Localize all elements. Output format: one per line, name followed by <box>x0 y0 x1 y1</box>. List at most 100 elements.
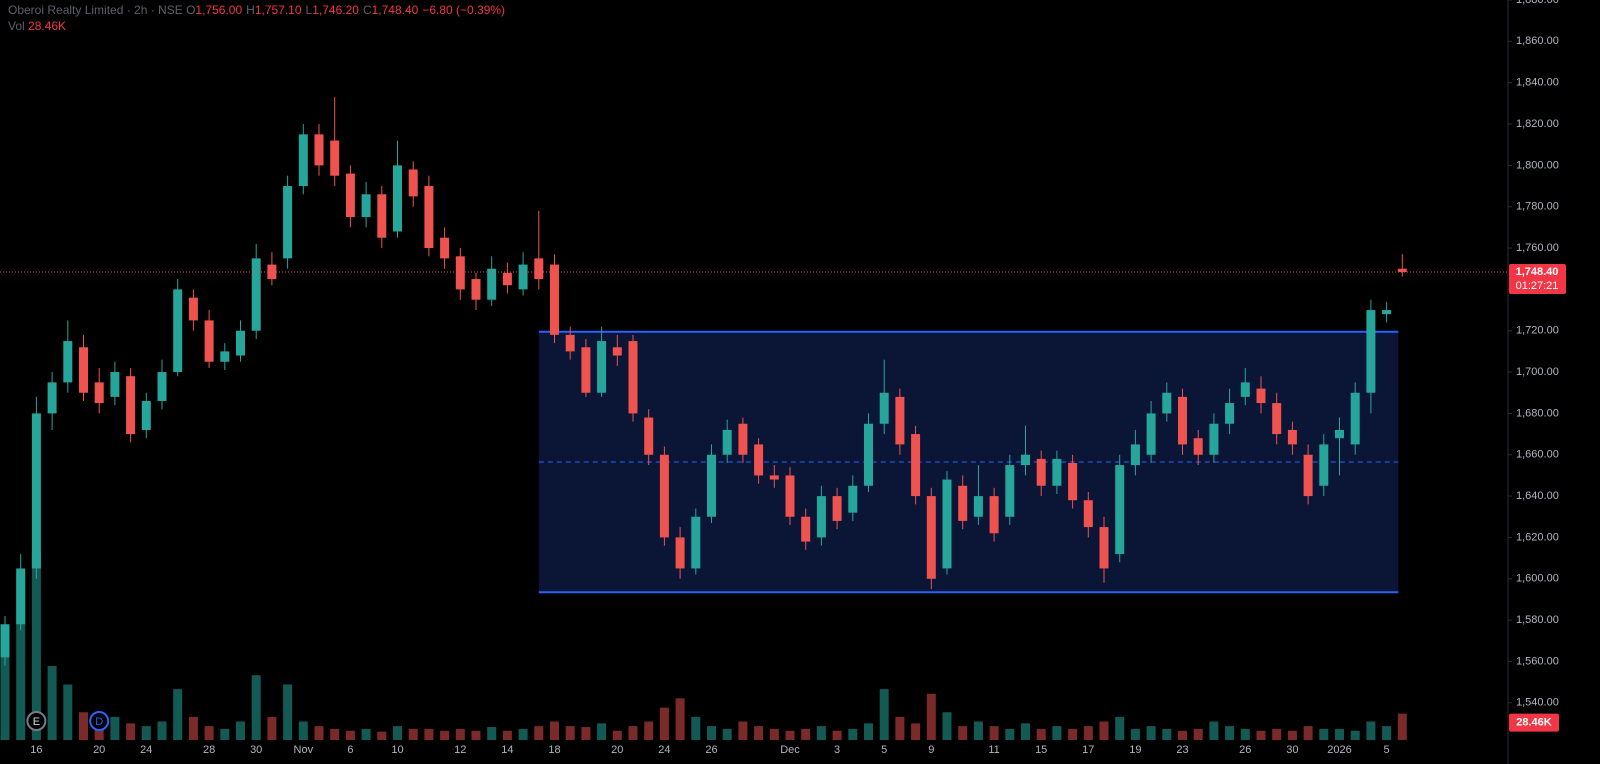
candle-body <box>47 382 57 414</box>
candle-body <box>1272 403 1282 435</box>
candle-body <box>973 496 983 517</box>
candle-body <box>79 347 88 393</box>
volume-bar <box>471 730 481 740</box>
candle-body <box>1068 463 1078 501</box>
field-key: L <box>305 3 313 17</box>
volume-bar <box>361 728 371 740</box>
candle-body <box>1287 429 1297 445</box>
volume-bar <box>832 730 842 740</box>
volume-bar <box>47 666 57 740</box>
volume-bar <box>1303 726 1313 740</box>
candle-body <box>1036 458 1046 486</box>
y-tick-label: 1,760.00 <box>1516 242 1559 254</box>
field-key: O <box>186 3 196 17</box>
volume-bar <box>895 716 905 740</box>
volume-bar <box>1162 728 1172 740</box>
candle-body <box>455 256 465 290</box>
candle-body <box>769 475 779 480</box>
x-tick-label: 14 <box>501 744 513 756</box>
candle-body <box>173 289 183 373</box>
x-tick-label: 15 <box>1035 744 1047 756</box>
candle-body <box>126 376 136 435</box>
y-tick-label: 1,800.00 <box>1516 159 1559 171</box>
y-tick-label: 1,860.00 <box>1516 35 1559 47</box>
candle-body <box>1397 268 1407 273</box>
volume-bar <box>110 716 120 740</box>
y-tick-label: 1,720.00 <box>1516 325 1559 337</box>
event-label: D <box>95 716 103 728</box>
candle-body <box>236 330 245 356</box>
volume-bar <box>1193 728 1203 740</box>
volume-bar <box>440 730 450 740</box>
volume-bar <box>801 728 811 740</box>
candle-body <box>393 165 402 232</box>
volume-bar <box>393 726 402 740</box>
volume-bar <box>455 728 465 740</box>
vol-key: Vol <box>8 19 25 33</box>
candle-body <box>785 475 795 517</box>
candle-body <box>518 264 528 290</box>
volume-bar <box>989 726 999 740</box>
candle-body <box>141 401 151 430</box>
y-tick-label: 1,600.00 <box>1516 573 1559 585</box>
candle-body <box>220 351 230 362</box>
x-tick-label: 23 <box>1176 744 1188 756</box>
volume-bar <box>1209 721 1219 740</box>
ohlc-row: Oberoi Realty Limited · 2h · NSE O1,756.… <box>8 2 509 18</box>
candle-body <box>895 396 905 445</box>
volume-bar <box>1146 726 1156 740</box>
candle-body <box>644 417 654 455</box>
candle-body <box>581 347 591 393</box>
volume-bar <box>534 726 544 740</box>
x-tick-label: 9 <box>928 744 934 756</box>
candle-body <box>1303 454 1313 497</box>
candle-body <box>832 496 842 521</box>
candle-body <box>1130 444 1140 466</box>
y-tick-label: 1,580.00 <box>1516 614 1559 626</box>
y-tick-label: 1,840.00 <box>1516 77 1559 89</box>
x-tick-label: 11 <box>988 744 999 756</box>
volume-bar <box>644 721 654 740</box>
volume-bar <box>1178 730 1187 740</box>
volume-bar <box>1005 728 1015 740</box>
event-label: E <box>33 716 40 728</box>
x-tick-label: 12 <box>454 744 466 756</box>
candle-body <box>1099 527 1109 569</box>
volume-bar <box>785 730 795 740</box>
vol-value: 28.46K <box>28 19 67 33</box>
legend: Oberoi Realty Limited · 2h · NSE O1,756.… <box>8 2 509 34</box>
volume-bar <box>314 726 324 740</box>
volume-tag-label: 28.46K <box>1516 717 1552 729</box>
x-tick-label: 30 <box>250 744 262 756</box>
x-tick-label: 5 <box>1384 744 1390 756</box>
volume-bar <box>722 728 732 740</box>
volume-bar <box>1052 726 1062 740</box>
volume-bar <box>1335 728 1344 740</box>
volume-bar <box>31 550 41 740</box>
y-tick-label: 1,640.00 <box>1516 490 1559 502</box>
vol-row: Vol 28.46K <box>8 18 509 34</box>
volume-bar <box>236 721 245 740</box>
event-marker <box>26 711 47 731</box>
volume-bar <box>173 689 183 740</box>
last-price-label: 1,748.40 <box>1516 266 1559 278</box>
candle-body <box>1256 388 1266 404</box>
field-value: 1,748.40 <box>371 3 419 17</box>
candle-body <box>675 537 685 569</box>
volume-bar <box>1319 728 1329 740</box>
candle-body <box>550 264 559 335</box>
volume-bar <box>769 728 779 740</box>
volume-bar <box>487 727 497 740</box>
volume-bar <box>220 728 230 740</box>
candle-body <box>440 237 450 259</box>
volume-bar <box>1382 726 1392 740</box>
x-tick-label: 3 <box>834 744 840 756</box>
candle-body <box>534 258 544 280</box>
volume-bar <box>1083 726 1093 740</box>
y-tick-label: 1,660.00 <box>1516 449 1559 461</box>
candle-body <box>267 264 277 280</box>
x-tick-label: 10 <box>391 744 403 756</box>
volume-bar <box>942 712 952 740</box>
candle-body <box>879 392 889 424</box>
